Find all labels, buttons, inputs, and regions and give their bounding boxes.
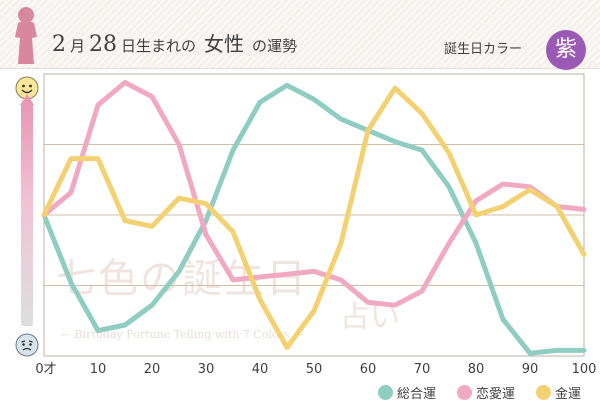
series-line-1: [41, 80, 587, 308]
legend-item-overall: 総合運: [378, 382, 436, 402]
x-tick-label: 60: [360, 362, 377, 377]
x-tick-label: 10: [90, 362, 107, 377]
title-suffix-a: 日生まれの: [121, 37, 197, 55]
x-tick-label: 70: [414, 362, 431, 377]
x-tick-label: 40: [252, 362, 269, 377]
birth-color-label: 誕生日カラー: [444, 42, 523, 57]
legend-swatch-love: [457, 384, 472, 400]
legend-item-love: 恋愛運: [457, 382, 515, 402]
title-suffix-b: の運勢: [252, 37, 298, 55]
birth-color-badge: 紫: [546, 30, 586, 70]
header: 2 月 28 日生まれの 女性 の運勢 誕生日カラー 紫: [0, 0, 600, 70]
legend-swatch-money: [536, 384, 551, 400]
fortune-scale-bar: [20, 94, 34, 326]
legend-label-love: 恋愛運: [476, 386, 516, 402]
x-tick-label: 20: [144, 362, 161, 377]
birth-day: 28: [89, 32, 118, 57]
worried-face-icon: [15, 333, 39, 357]
x-tick-label: 0才: [35, 362, 56, 377]
page-title: 2 月 28 日生まれの 女性 の運勢: [52, 28, 301, 62]
title-keyword: 女性: [204, 32, 245, 56]
x-tick-label: 50: [306, 362, 323, 377]
legend-item-money: 金運: [536, 382, 581, 402]
legend-swatch-overall: [378, 384, 393, 400]
x-tick-label: 100: [572, 362, 597, 377]
watermark-english: — Birthday Fortune Telling with 7 Colors…: [60, 328, 304, 341]
x-tick-label: 90: [522, 362, 539, 377]
x-tick-label: 30: [198, 362, 215, 377]
x-tick-label: 80: [468, 362, 485, 377]
woman-silhouette-icon: [15, 7, 37, 64]
month-unit: 月: [70, 37, 86, 55]
legend-label-money: 金運: [555, 386, 582, 402]
legend-label-overall: 総合運: [397, 386, 437, 402]
series-line-2: [41, 85, 587, 350]
series-line-0: [41, 82, 587, 356]
birth-month: 2: [52, 32, 66, 57]
